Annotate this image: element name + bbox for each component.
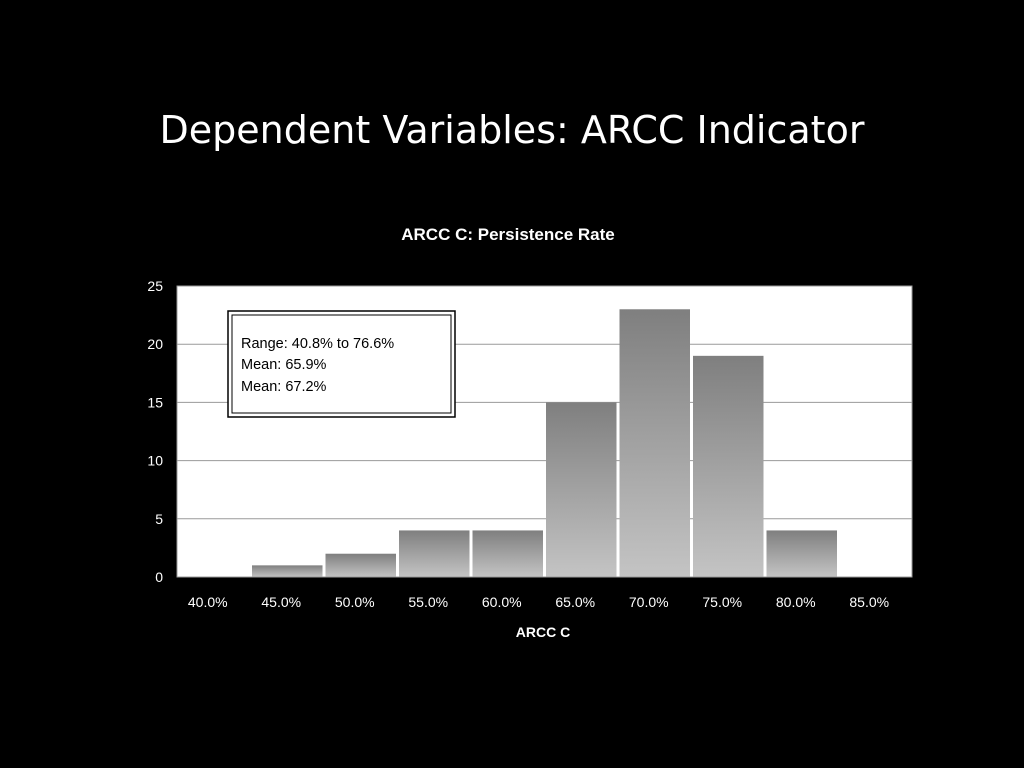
plot-border: [176, 285, 913, 578]
y-tick-label: 5: [155, 511, 163, 527]
x-axis-title: ARCC C: [516, 624, 570, 640]
stats-mean-text: Mean: 65.9%: [241, 357, 327, 373]
y-axis-ticks: 0 5 10 15 20 25: [147, 278, 163, 585]
x-tick-label: 45.0%: [261, 594, 301, 610]
stats-mean-text-2: Mean: 67.2%: [241, 379, 327, 395]
x-tick-label: 60.0%: [482, 594, 522, 610]
x-tick-label: 70.0%: [629, 594, 669, 610]
chart-title: ARCC C: Persistence Rate: [401, 225, 615, 244]
bar-45.0%: [252, 565, 323, 577]
y-tick-label: 15: [147, 394, 163, 410]
x-tick-label: 50.0%: [335, 594, 375, 610]
x-axis-ticks: 40.0% 45.0% 50.0% 55.0% 60.0% 65.0% 70.0% 75.0%…: [188, 594, 889, 610]
x-tick-label: 80.0%: [776, 594, 816, 610]
bar-50.0%: [325, 553, 396, 577]
x-tick-label: 55.0%: [408, 594, 448, 610]
stats-range-text: Range: 40.8% to 76.6%: [241, 336, 394, 352]
y-tick-label: 25: [147, 278, 163, 294]
bar-60.0%: [472, 530, 543, 577]
bar-80.0%: [766, 530, 837, 577]
x-tick-label: 40.0%: [188, 594, 228, 610]
x-tick-label: 75.0%: [702, 594, 742, 610]
slide-title: Dependent Variables: ARCC Indicator: [159, 108, 865, 152]
bar-55.0%: [399, 530, 470, 577]
x-tick-label: 65.0%: [555, 594, 595, 610]
bars: [252, 309, 837, 577]
bar-75.0%: [693, 355, 764, 577]
x-tick-label: 85.0%: [849, 594, 889, 610]
bar-65.0%: [546, 402, 617, 577]
bar-70.0%: [619, 309, 690, 577]
y-tick-label: 0: [155, 569, 163, 585]
y-tick-label: 20: [147, 336, 163, 352]
y-tick-label: 10: [147, 453, 163, 469]
stats-annotation-box: Range: 40.8% to 76.6% Mean: 65.9% Mean: …: [227, 310, 456, 418]
